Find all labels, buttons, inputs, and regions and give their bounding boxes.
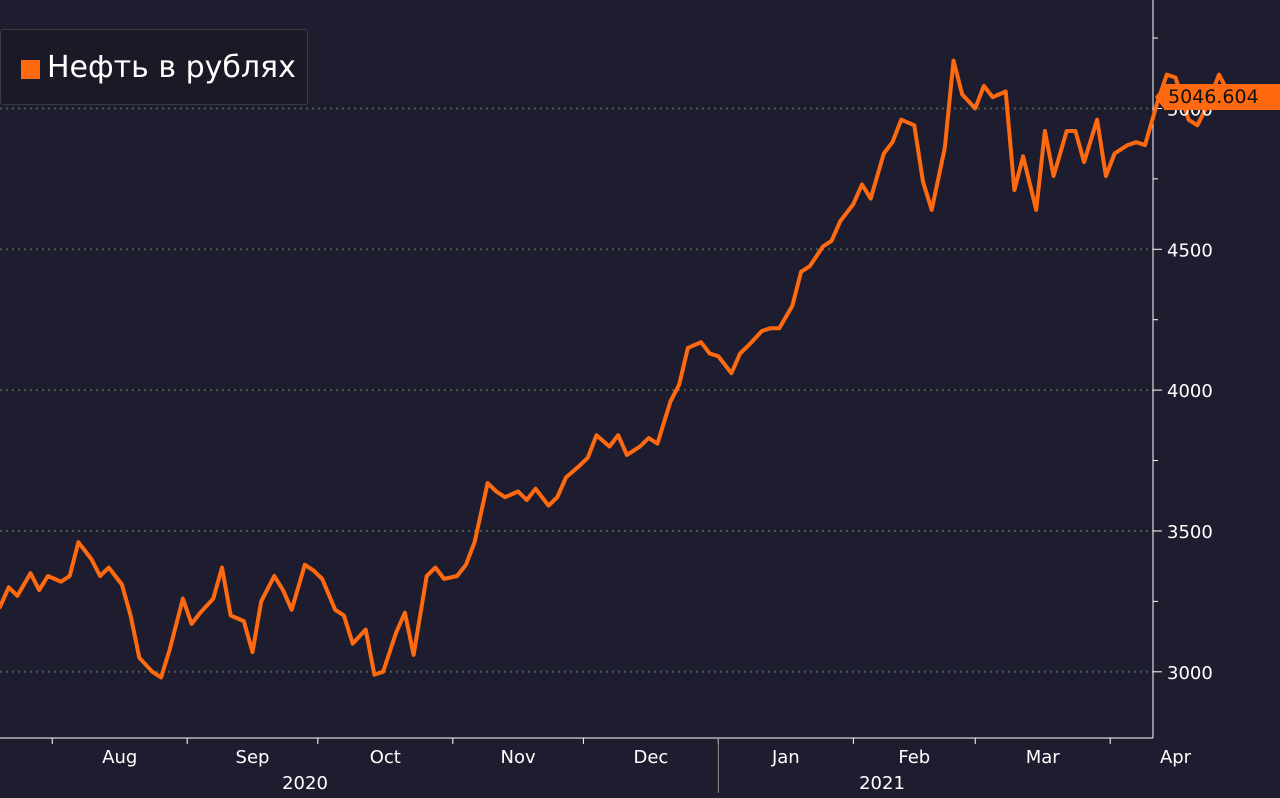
- x-tick-label: Sep: [236, 747, 270, 768]
- legend-box: Нефть в рублях: [0, 29, 308, 105]
- year-label: 2021: [859, 773, 905, 794]
- y-tick-label: 4000: [1167, 381, 1213, 402]
- x-tick-label: Jan: [771, 747, 800, 768]
- x-tick-label: Oct: [370, 747, 401, 768]
- legend-swatch: [21, 60, 40, 79]
- tick-labels: 30003500400045005000AugSepOctNovDecJanFe…: [102, 99, 1213, 794]
- last-value-label: 5046.604: [1168, 86, 1259, 108]
- x-tick-label: Aug: [102, 747, 137, 768]
- gridlines: [0, 107, 1153, 673]
- legend-label: Нефть в рублях: [47, 50, 296, 85]
- last-value-pointer: [1155, 84, 1165, 110]
- y-tick-label: 4500: [1167, 240, 1213, 261]
- x-tick-label: Feb: [898, 747, 930, 768]
- x-tick-label: Nov: [501, 747, 536, 768]
- year-label: 2020: [282, 773, 328, 794]
- y-tick-label: 3500: [1167, 522, 1213, 543]
- series-layer: [0, 58, 1239, 680]
- axes: [0, 0, 1162, 793]
- x-tick-label: Dec: [633, 747, 668, 768]
- last-value-badge: [1164, 84, 1280, 110]
- x-tick-label: Mar: [1026, 747, 1061, 768]
- y-tick-label: 3000: [1167, 663, 1213, 684]
- series-line-oil-rub: [0, 58, 1239, 680]
- x-tick-label: Apr: [1160, 747, 1192, 768]
